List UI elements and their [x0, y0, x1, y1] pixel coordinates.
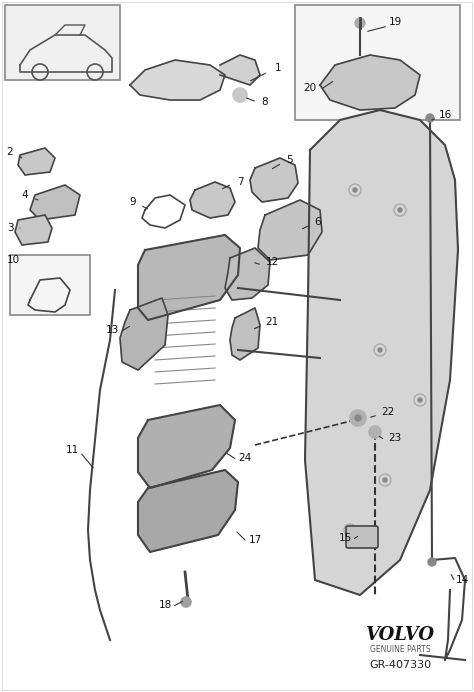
- Text: 17: 17: [248, 535, 262, 545]
- Bar: [5, 5, 120, 80]
- Circle shape: [233, 88, 247, 102]
- Polygon shape: [320, 55, 420, 110]
- Text: GR-407330: GR-407330: [369, 660, 431, 670]
- Polygon shape: [305, 110, 458, 595]
- Polygon shape: [30, 185, 80, 220]
- Circle shape: [355, 18, 365, 28]
- Text: 22: 22: [382, 407, 395, 417]
- Polygon shape: [18, 148, 55, 175]
- Circle shape: [418, 398, 422, 402]
- Text: 8: 8: [262, 97, 268, 107]
- Polygon shape: [138, 470, 238, 552]
- Text: 19: 19: [388, 17, 401, 27]
- Polygon shape: [120, 298, 168, 370]
- Polygon shape: [138, 405, 235, 488]
- Circle shape: [181, 597, 191, 607]
- Text: 9: 9: [130, 197, 137, 207]
- Polygon shape: [250, 158, 298, 202]
- Text: 18: 18: [158, 600, 172, 610]
- Circle shape: [378, 348, 382, 352]
- Text: 20: 20: [303, 83, 317, 93]
- Text: 7: 7: [237, 177, 243, 187]
- Text: VOLVO: VOLVO: [365, 626, 435, 644]
- Polygon shape: [220, 55, 260, 85]
- Circle shape: [428, 558, 436, 566]
- Text: 6: 6: [315, 217, 321, 227]
- Polygon shape: [258, 200, 322, 260]
- Circle shape: [426, 114, 434, 122]
- Circle shape: [348, 528, 352, 532]
- Text: 2: 2: [7, 147, 13, 157]
- Text: 21: 21: [265, 317, 279, 327]
- Circle shape: [353, 188, 357, 192]
- Text: GENUINE PARTS: GENUINE PARTS: [370, 646, 430, 655]
- Polygon shape: [190, 182, 235, 218]
- Text: 14: 14: [456, 575, 469, 585]
- Text: 24: 24: [238, 453, 252, 463]
- Circle shape: [383, 478, 387, 482]
- Text: 12: 12: [265, 257, 279, 267]
- Bar: [10, 255, 90, 315]
- Text: 11: 11: [65, 445, 79, 455]
- Polygon shape: [138, 235, 240, 320]
- Text: 16: 16: [438, 110, 452, 120]
- Polygon shape: [15, 215, 52, 245]
- FancyBboxPatch shape: [346, 526, 378, 548]
- Text: 4: 4: [22, 190, 28, 200]
- Bar: [295, 5, 460, 120]
- Polygon shape: [225, 248, 270, 300]
- Circle shape: [369, 426, 381, 438]
- Polygon shape: [130, 60, 225, 100]
- Text: 23: 23: [388, 433, 401, 443]
- Polygon shape: [230, 308, 260, 360]
- Text: 10: 10: [7, 255, 19, 265]
- Circle shape: [350, 410, 366, 426]
- Text: 3: 3: [7, 223, 13, 233]
- Circle shape: [355, 415, 361, 421]
- Text: 1: 1: [275, 63, 281, 73]
- Text: 13: 13: [105, 325, 118, 335]
- Text: 15: 15: [338, 533, 352, 543]
- Text: 5: 5: [287, 155, 293, 165]
- Circle shape: [398, 208, 402, 212]
